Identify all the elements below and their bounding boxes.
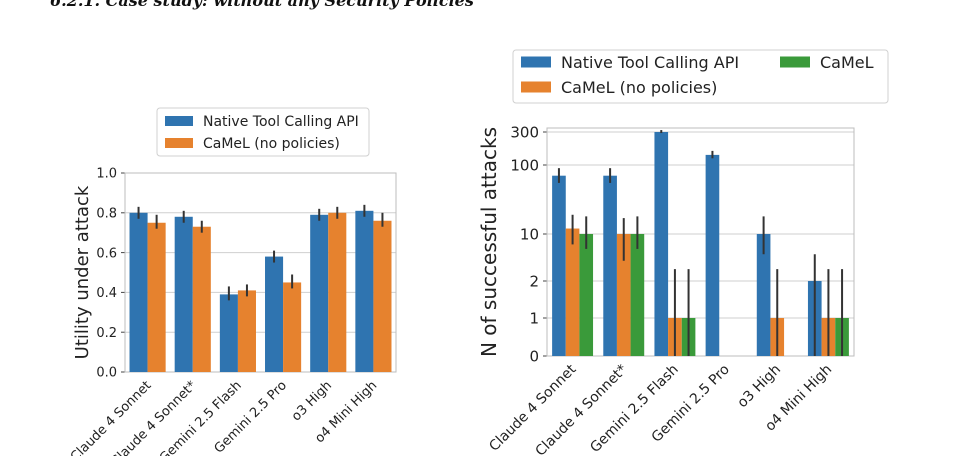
legend-label-camel-no-policies: CaMeL (no policies) [203,136,340,152]
y-tick-label: 0.2 [96,326,117,341]
y-tick-label: 1.0 [96,167,117,182]
y-tick-label: 10 [520,225,539,243]
y-axis-label: Utility under attack [72,185,93,359]
legend-box [156,107,370,157]
bar-camel-no-policies-claude-4-sonnet [565,228,580,356]
y-axis-label: N of successful attacks [477,127,501,357]
plot-frame [124,172,397,373]
bar-camel-claude-4-sonnet [579,234,594,356]
legend-label-camel-no-policies: CaMeL (no policies) [561,78,717,97]
y-tick-label: 0.4 [96,286,117,301]
bar-native-tool-calling-api-gemini-2-5-pro [705,154,720,356]
bar-camel-no-policies-claude-4-sonnet [192,226,211,372]
y-tick-label: 0.0 [96,366,117,381]
legend-label-native-tool-calling-api: Native Tool Calling API [203,114,359,130]
bar-native-tool-calling-api-claude-4-sonnet [129,212,148,372]
bar-native-tool-calling-api-o3-high [310,214,329,372]
bar-native-tool-calling-api-o4-mini-high [355,210,374,372]
y-tick-label: 0 [529,347,539,365]
legend-swatch-native-tool-calling-api [521,56,551,68]
bar-camel-no-policies-o3-high [328,212,347,372]
legend-swatch-camel-no-policies [521,81,551,93]
y-tick-label: 0.6 [96,246,117,261]
plot-frame [546,127,855,357]
y-tick-label: 1 [529,309,539,327]
x-tick-label-o3-high: o3 High [735,362,785,412]
y-tick-label: 300 [510,123,539,141]
bar-camel-claude-4-sonnet [630,234,645,356]
bar-camel-no-policies-gemini-2-5-pro [283,282,302,372]
y-tick-label: 0.8 [96,206,117,221]
bar-camel-no-policies-gemini-2-5-flash [237,290,256,372]
legend-swatch-camel-no-policies [165,138,193,148]
bar-native-tool-calling-api-claude-4-sonnet [552,175,566,356]
bar-native-tool-calling-api-o3-high [756,234,771,356]
bar-native-tool-calling-api-gemini-2-5-flash [219,294,238,372]
x-tick-label-claude-4-sonnet: Claude 4 Sonnet* [532,362,630,456]
y-tick-label: 2 [529,272,539,290]
bar-native-tool-calling-api-claude-4-sonnet [174,216,193,372]
section-heading: 6.2.1. Case study: without any Security … [50,0,474,10]
bar-native-tool-calling-api-gemini-2-5-flash [654,132,669,356]
legend-swatch-camel [780,56,810,68]
x-tick-label-claude-4-sonnet: Claude 4 Sonnet [486,361,580,455]
bar-native-tool-calling-api-claude-4-sonnet [603,175,617,356]
legend-label-native-tool-calling-api: Native Tool Calling API [561,53,739,72]
y-tick-label: 100 [510,156,539,174]
x-tick-label-gemini-2-5-flash: Gemini 2.5 Flash [587,362,681,456]
bar-camel-no-policies-claude-4-sonnet [616,234,631,356]
legend-label-camel: CaMeL [820,53,874,72]
bar-camel-no-policies-claude-4-sonnet [147,222,166,372]
bar-native-tool-calling-api-gemini-2-5-pro [265,256,284,372]
bar-camel-no-policies-o4-mini-high [373,220,392,372]
legend-swatch-native-tool-calling-api [165,116,193,126]
